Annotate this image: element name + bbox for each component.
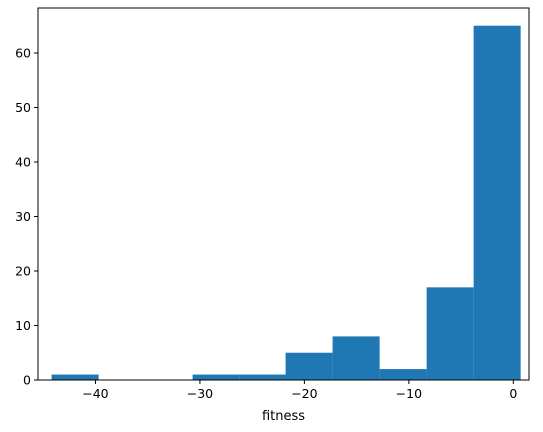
histogram-bar (285, 352, 333, 380)
y-tick-label: 30 (15, 209, 31, 224)
histogram-bar (239, 374, 286, 380)
x-axis-label: fitness (262, 409, 305, 424)
histogram-bar (473, 25, 521, 380)
histogram-bars (51, 25, 521, 380)
plot-frame (37, 7, 530, 381)
x-tick-label: −30 (187, 386, 213, 401)
histogram-bar (332, 336, 380, 380)
x-tick-label: −10 (396, 386, 422, 401)
histogram-bar (51, 374, 99, 380)
histogram-bar (426, 287, 474, 380)
y-tick-label: 20 (15, 263, 31, 278)
y-tick-label: 0 (23, 373, 31, 388)
x-tick-label: −40 (82, 386, 108, 401)
x-tick-label: −20 (291, 386, 317, 401)
histogram-bar (192, 374, 240, 380)
y-tick-label: 40 (15, 154, 31, 169)
y-tick-label: 50 (15, 100, 31, 115)
y-tick-label: 60 (15, 45, 31, 60)
y-tick-label: 10 (15, 318, 31, 333)
y-axis-ticks: 0 10 20 30 40 50 60 (15, 45, 38, 388)
histogram-bar (379, 369, 427, 380)
x-axis-ticks: −40 −30 −20 −10 0 (82, 380, 517, 401)
x-tick-label: 0 (509, 386, 517, 401)
